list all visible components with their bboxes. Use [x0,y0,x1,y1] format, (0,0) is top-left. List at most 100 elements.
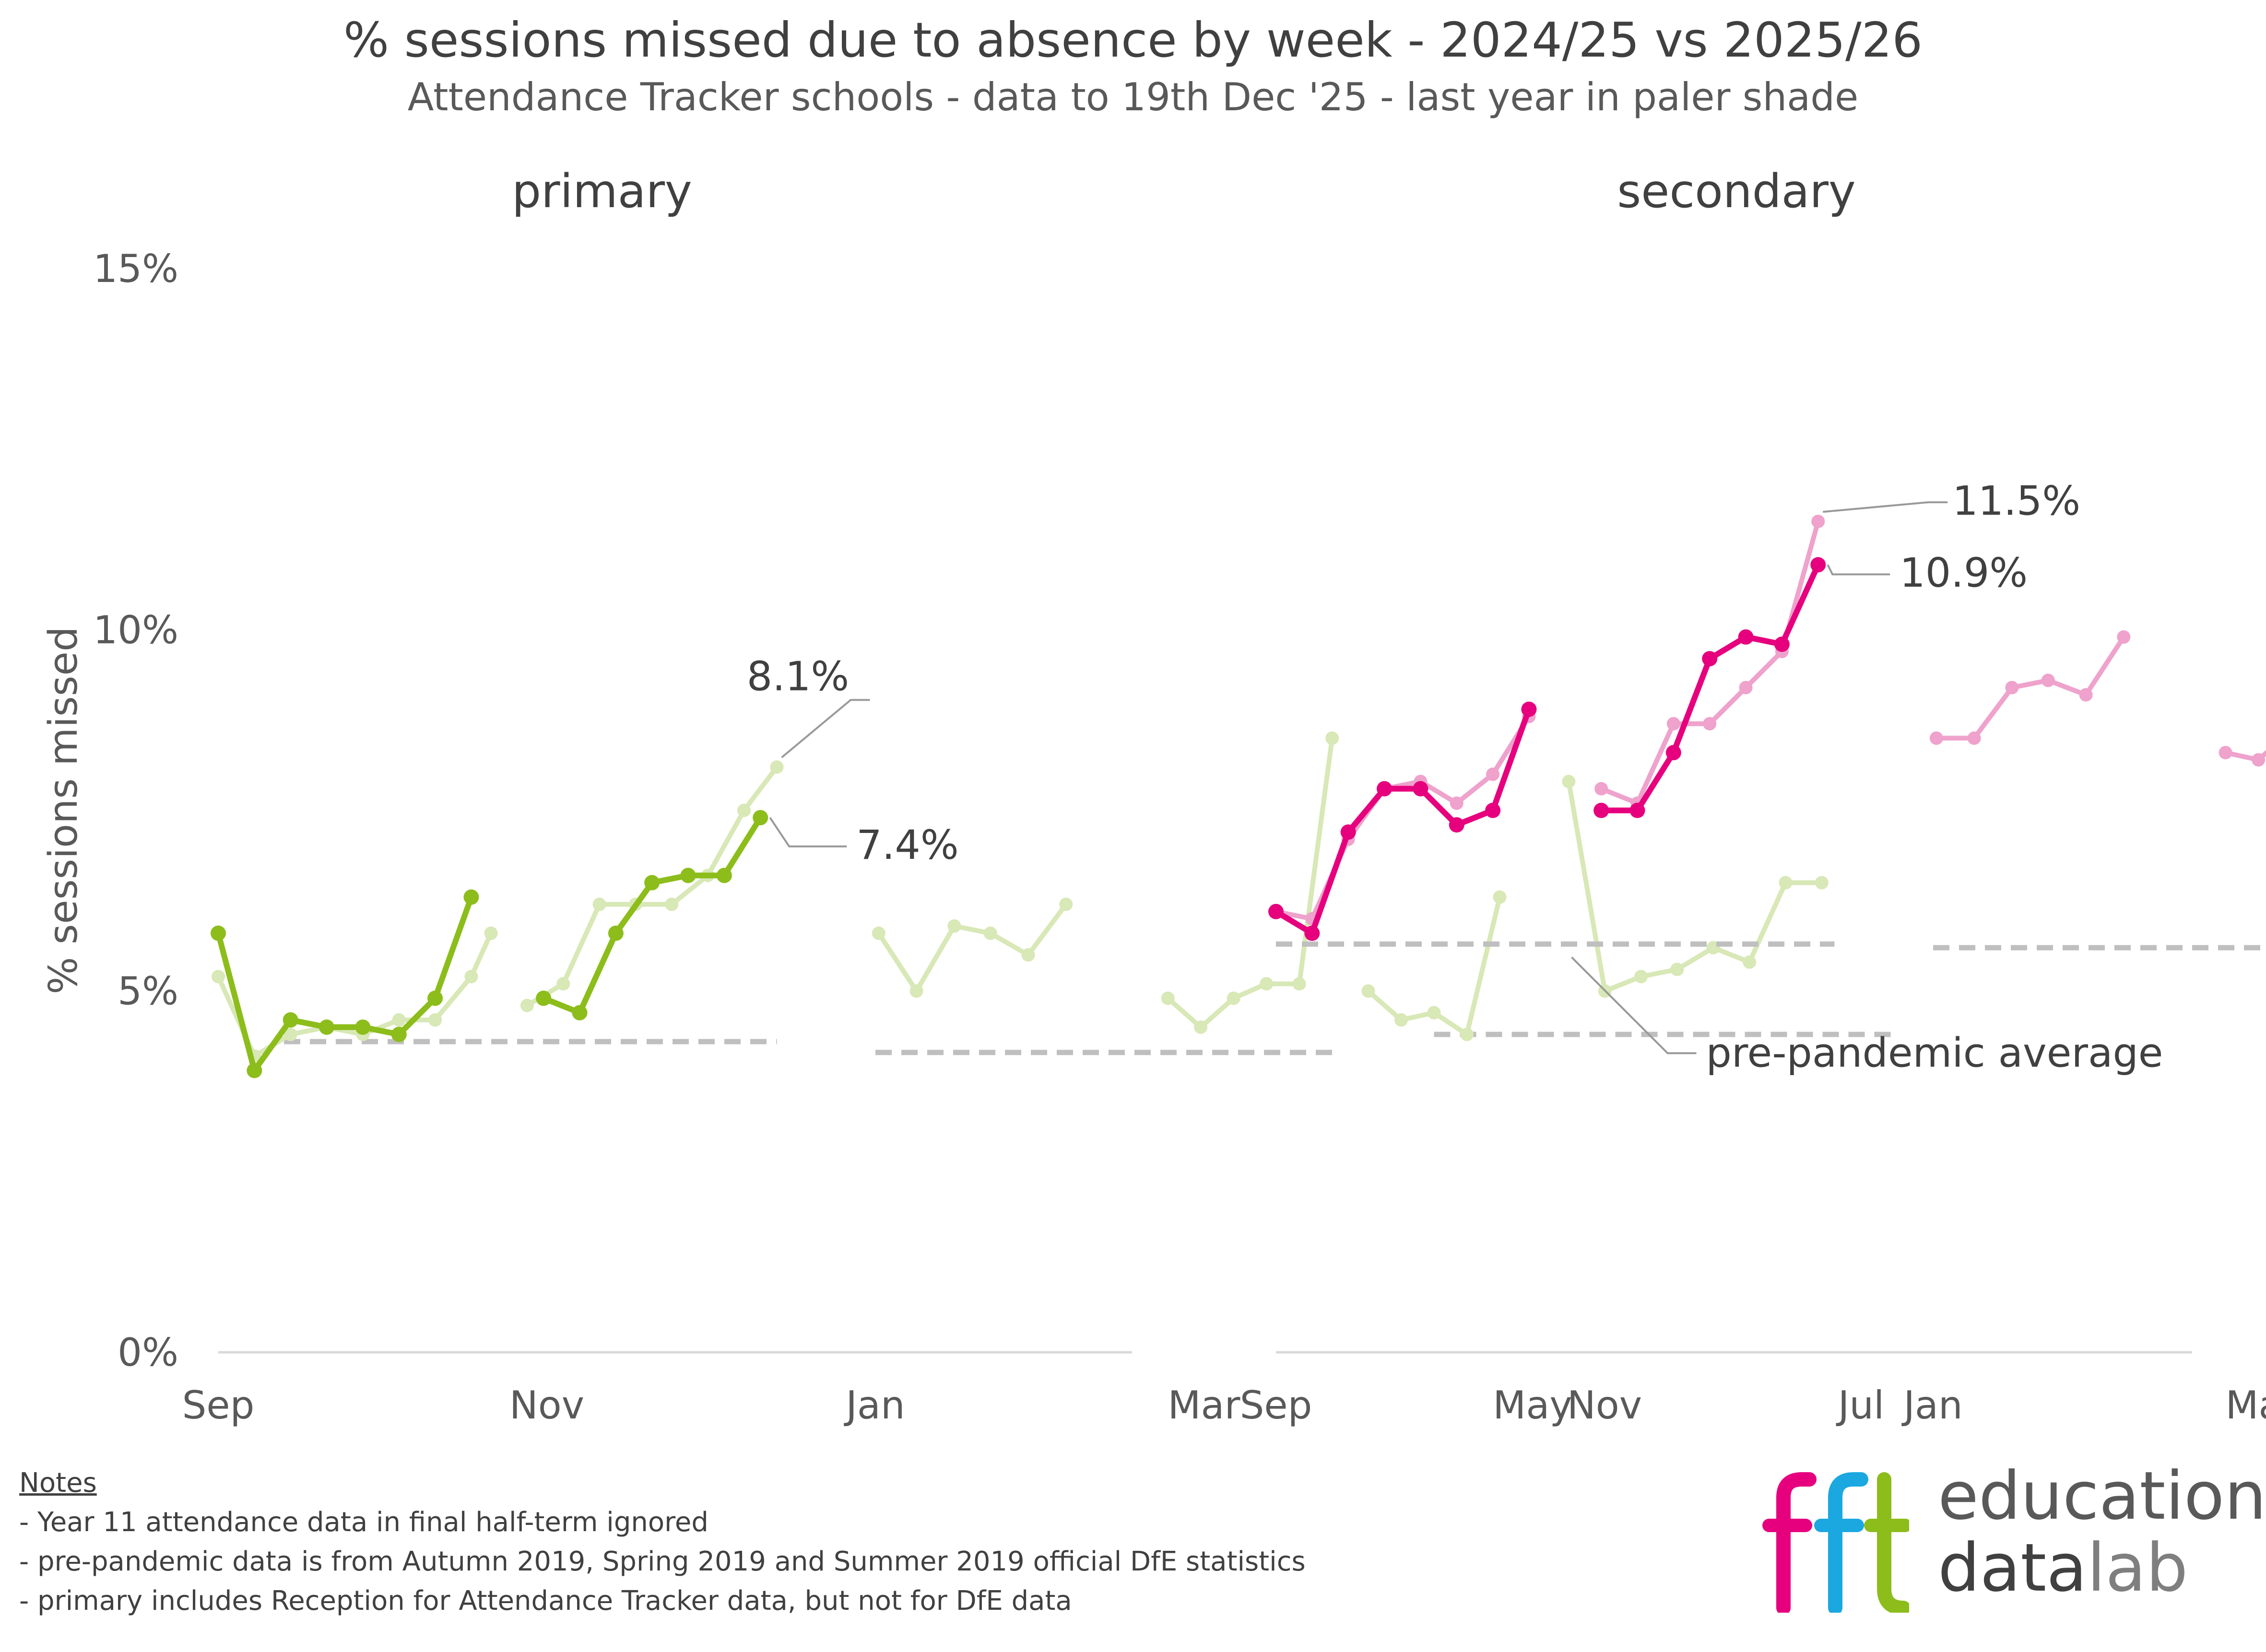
data-point [463,889,479,905]
data-point [2005,680,2019,694]
data-point [1485,803,1501,818]
data-point [1703,717,1717,731]
data-point [1377,781,1393,797]
data-point [1967,731,1981,745]
data-point [909,984,923,998]
data-point [2117,630,2131,644]
data-point [283,1028,297,1042]
annotation: 8.1% [747,653,870,759]
notes-heading: Notes [19,1467,97,1499]
data-point [753,810,768,826]
data-point [247,1063,262,1078]
notes: Notes - Year 11 attendance data in final… [19,1464,1602,1621]
data-point [1593,803,1609,818]
data-point [1292,977,1306,991]
x-tick-label: Nov [1567,1383,1642,1428]
data-point [1634,970,1648,984]
x-tick-label: Mar [2226,1383,2266,1428]
data-point [1413,781,1428,797]
data-point [1268,903,1284,919]
data-point [1394,1013,1408,1027]
data-point [1739,680,1753,694]
data-point [355,1019,371,1035]
series-line [526,765,779,1008]
data-point [1666,717,1680,731]
logo-text-datalab: datalab [1938,1532,2188,1604]
data-point [2252,753,2266,767]
annotation-label: pre-pandemic average [1706,1029,2163,1076]
data-point [1361,984,1375,998]
data-point [1929,731,1943,745]
x-tick-label: Nov [509,1383,584,1428]
data-point [2041,673,2055,687]
data-point [665,897,679,911]
data-point [211,926,226,941]
data-point [319,1019,335,1035]
x-tick-label: Jul [1836,1383,1885,1428]
panel-title: primary [512,164,692,218]
series-pre-pandemic-average [284,1031,1894,1055]
series-line [2225,750,2266,762]
series-line [1936,635,2126,741]
annotation-leader [769,817,847,848]
data-point [1340,824,1356,840]
data-point [1493,890,1507,904]
y-tick-label: 0% [118,1330,178,1375]
data-point [1021,948,1035,962]
data-point [770,760,784,774]
data-point [592,897,606,911]
annotation-label: 10.9% [1900,550,2028,597]
annotation-leader [1827,564,1890,575]
series-2024-25 [212,731,1829,1063]
logo: education datalab [1756,1457,2266,1633]
data-point [1774,636,1790,652]
series-line [542,816,763,1016]
logo-text-lab: lab [2087,1529,2188,1606]
data-point [947,919,961,933]
series-2025-26 [211,810,768,1078]
data-point [1449,817,1464,833]
data-point [1227,991,1240,1005]
x-tick-label: Sep [1240,1383,1312,1428]
data-point [2079,688,2093,702]
y-tick-label: 15% [93,246,178,291]
data-point [1702,651,1718,667]
data-point [427,990,443,1006]
data-point [1738,629,1754,645]
logo-text-education: education [1938,1457,2266,1535]
series-line [876,902,1068,994]
series-2024-25 [1269,515,2266,926]
data-point [1059,897,1073,911]
data-point [1562,774,1576,788]
series-line [1274,708,1532,937]
data-point [1450,796,1463,810]
annotation-leader [1823,501,1948,513]
annotation: 11.5% [1823,477,2080,524]
data-point [1594,782,1608,796]
annotation: 7.4% [769,817,959,868]
data-point [716,867,732,883]
y-tick-label: 5% [118,969,178,1014]
chart-title: % sessions missed due to absence by week… [343,12,1923,68]
annotation-leader [781,699,870,759]
data-point [737,804,751,817]
series-line [215,896,474,1074]
data-point [1427,1006,1441,1019]
data-point [556,977,570,991]
data-point [1460,1028,1474,1042]
x-tick-label: Jan [1901,1383,1962,1428]
data-point [391,1027,407,1043]
logo-mark-icon [1762,1472,1909,1613]
panel-title: secondary [1617,164,1855,218]
logo-text-data: data [1938,1529,2087,1606]
panel-primary: primary 0% 5% 10% 15% % sessions missed Sep Nov… [41,164,1894,1428]
annotation: pre-pandemic average [1571,956,2163,1076]
data-point [2219,746,2232,760]
x-tick-label: Jan [843,1383,905,1428]
data-point [872,926,885,940]
data-point [1779,876,1793,890]
x-tick-label: Mar [1168,1383,1240,1428]
annotation-label: 7.4% [856,821,958,868]
data-point [1743,955,1757,969]
